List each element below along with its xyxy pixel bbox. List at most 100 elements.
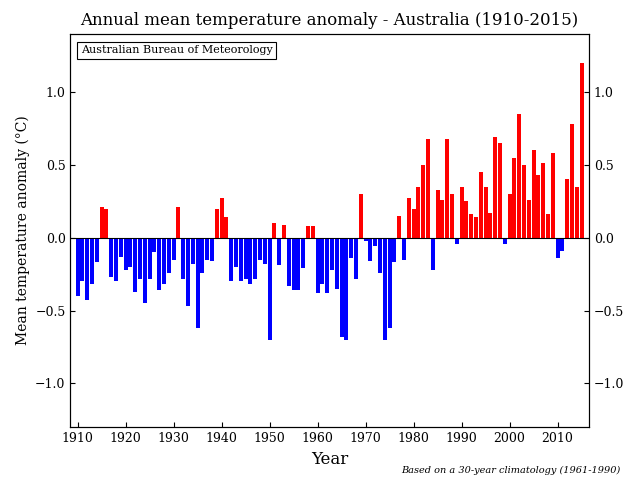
Bar (383, 238, 387, 340)
Bar (373, 238, 377, 246)
Bar (114, 238, 118, 281)
Bar (76, 238, 79, 296)
Bar (532, 150, 536, 238)
Bar (402, 238, 406, 260)
Bar (152, 238, 156, 252)
Bar (124, 238, 127, 270)
Bar (301, 238, 305, 268)
Bar (248, 238, 252, 284)
Bar (551, 153, 555, 238)
Bar (244, 238, 248, 278)
Bar (109, 238, 113, 277)
Bar (296, 238, 300, 290)
Bar (104, 208, 108, 238)
Bar (90, 238, 94, 284)
Bar (85, 238, 89, 300)
Text: Australian Bureau of Meteorology: Australian Bureau of Meteorology (81, 46, 273, 55)
Bar (527, 200, 531, 238)
Bar (412, 208, 415, 238)
Bar (349, 238, 353, 258)
Bar (340, 238, 344, 337)
Title: Annual mean temperature anomaly - Australia (1910-2015): Annual mean temperature anomaly - Austra… (81, 12, 579, 29)
Bar (239, 238, 243, 281)
Bar (417, 187, 420, 238)
Text: Based on a 30-year climatology (1961-1990): Based on a 30-year climatology (1961-199… (401, 466, 621, 475)
Bar (225, 217, 228, 238)
Bar (445, 139, 449, 238)
Bar (436, 190, 440, 238)
Bar (100, 207, 104, 238)
Bar (148, 238, 152, 278)
Bar (344, 238, 348, 340)
Bar (258, 238, 262, 260)
Bar (220, 198, 223, 238)
Bar (565, 180, 569, 238)
Bar (330, 238, 334, 270)
Bar (580, 63, 584, 238)
Bar (498, 143, 502, 238)
Bar (172, 238, 175, 260)
Bar (474, 217, 478, 238)
Bar (129, 238, 132, 267)
Bar (167, 238, 171, 273)
Bar (186, 238, 190, 306)
Bar (277, 238, 281, 265)
Bar (460, 187, 463, 238)
Bar (431, 238, 435, 270)
Bar (157, 238, 161, 290)
Bar (138, 238, 142, 278)
Bar (570, 124, 574, 238)
Bar (306, 226, 310, 238)
Bar (369, 238, 372, 261)
Bar (364, 238, 367, 240)
Bar (253, 238, 257, 278)
Bar (503, 238, 507, 243)
Bar (517, 114, 521, 238)
Bar (484, 187, 488, 238)
Bar (469, 215, 473, 238)
Bar (440, 200, 444, 238)
Bar (541, 163, 545, 238)
Bar (479, 172, 483, 238)
Bar (426, 139, 430, 238)
Bar (229, 238, 233, 281)
Bar (287, 238, 291, 286)
Bar (450, 194, 454, 238)
Bar (81, 238, 84, 281)
Bar (325, 238, 329, 293)
Bar (234, 238, 238, 267)
Bar (273, 223, 276, 238)
Bar (354, 238, 358, 278)
Bar (268, 238, 271, 340)
Bar (397, 216, 401, 238)
Bar (215, 208, 219, 238)
Bar (133, 238, 137, 292)
Bar (316, 238, 319, 293)
Bar (292, 238, 296, 290)
X-axis label: Year: Year (311, 451, 348, 468)
Bar (282, 225, 286, 238)
Bar (546, 215, 550, 238)
Bar (421, 165, 425, 238)
Bar (392, 238, 396, 263)
Bar (177, 207, 180, 238)
Bar (191, 238, 195, 264)
Bar (561, 238, 564, 251)
Bar (335, 238, 339, 288)
Bar (513, 157, 516, 238)
Bar (359, 194, 363, 238)
Bar (263, 238, 267, 264)
Bar (407, 198, 411, 238)
Bar (556, 238, 559, 258)
Bar (388, 238, 392, 328)
Bar (119, 238, 123, 257)
Bar (205, 238, 209, 260)
Bar (536, 175, 540, 238)
Bar (210, 238, 214, 261)
Bar (311, 226, 315, 238)
Bar (488, 213, 492, 238)
Bar (575, 187, 579, 238)
Bar (200, 238, 204, 273)
Y-axis label: Mean temperature anomaly (°C): Mean temperature anomaly (°C) (15, 116, 29, 345)
Bar (95, 238, 99, 263)
